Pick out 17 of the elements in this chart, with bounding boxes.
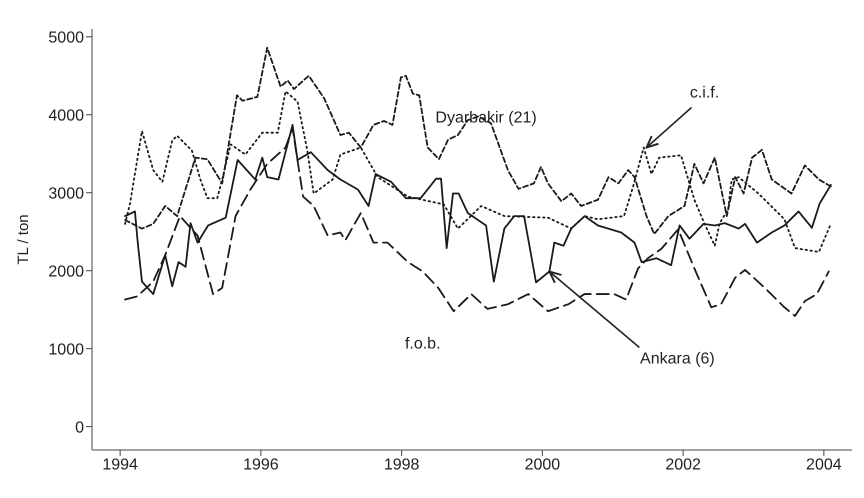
y-axis-title: TL / ton <box>14 214 32 265</box>
x-tick-label: 2002 <box>665 456 702 474</box>
x-tick-label: 1996 <box>243 456 279 474</box>
x-tick-label: 1998 <box>384 456 420 474</box>
x-tick-label: 1994 <box>102 456 138 474</box>
y-tick-label: 3000 <box>48 185 84 202</box>
y-tick-label: 5000 <box>48 29 84 46</box>
series-label: Dyarbakir (21) <box>435 110 537 127</box>
x-tick-label: 2004 <box>806 456 842 474</box>
annotation: Ankara (6) <box>640 350 715 368</box>
x-tick-label: 2000 <box>524 456 560 474</box>
annotation: c.i.f. <box>690 84 720 102</box>
series-label: f.o.b. <box>404 336 441 353</box>
y-tick-label: 4000 <box>48 107 84 124</box>
y-tick-label: 2000 <box>48 263 84 280</box>
y-tick-label: 0 <box>75 419 84 436</box>
y-tick-label: 1000 <box>48 341 84 358</box>
